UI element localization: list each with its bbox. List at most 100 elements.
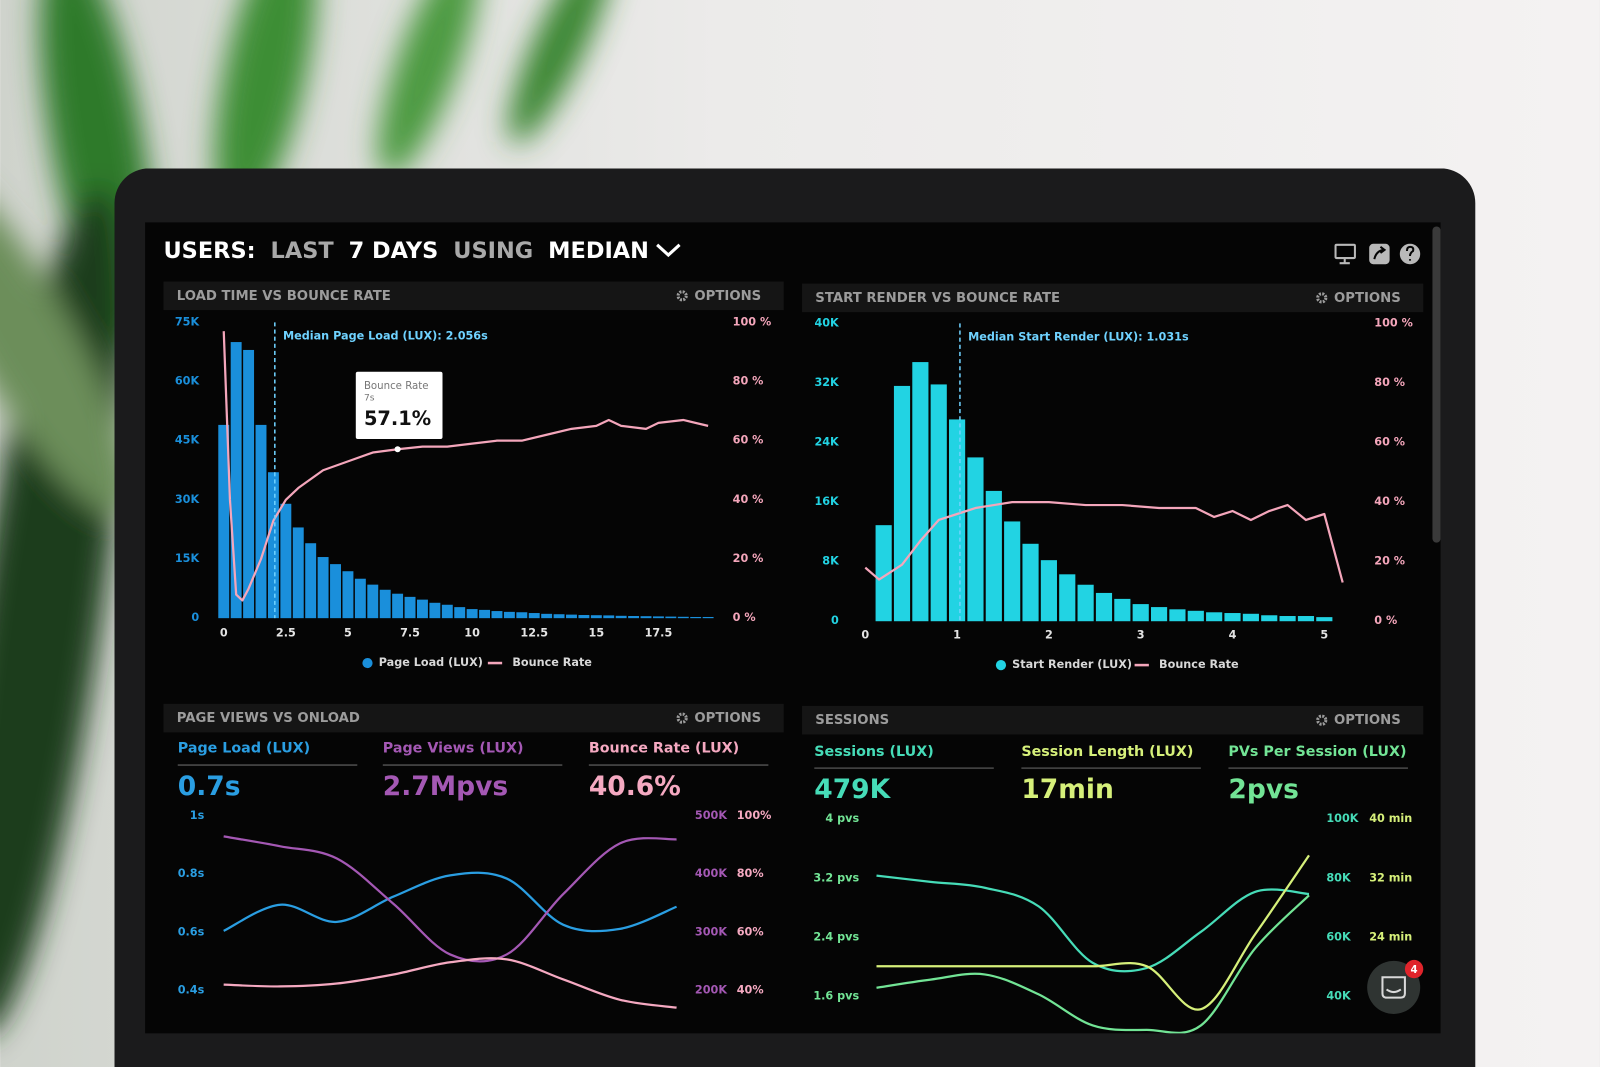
bar	[949, 419, 966, 622]
bar	[541, 613, 553, 619]
tooltip-x: 7s	[364, 393, 375, 404]
bar	[1242, 613, 1259, 622]
y2-tick-label: 60 %	[733, 434, 764, 447]
options-button[interactable]: OPTIONS	[1334, 713, 1401, 728]
y-tick-label: 0.4s	[178, 983, 205, 996]
bar	[230, 342, 242, 619]
bar	[1059, 574, 1076, 622]
help-icon[interactable]	[1399, 243, 1421, 265]
bar	[342, 571, 354, 619]
y2-tick-label: 500K	[695, 809, 728, 822]
y-tick-label: 45K	[175, 434, 201, 447]
stat-value: 2pvs	[1228, 774, 1299, 805]
gear-icon	[1316, 714, 1328, 726]
chat-widget[interactable]: 4	[1367, 959, 1424, 1014]
bar	[404, 596, 416, 619]
bar	[503, 611, 515, 619]
scrollbar[interactable]	[1432, 226, 1441, 543]
bar	[652, 616, 664, 619]
options-button[interactable]: OPTIONS	[1334, 291, 1401, 306]
x-tick-label: 1	[953, 629, 961, 642]
stat-value: 17min	[1021, 774, 1114, 805]
y2-tick-label: 40 %	[733, 493, 764, 506]
legend-swatch	[362, 657, 373, 669]
bar	[1150, 607, 1168, 622]
y2-tick-label: 100 %	[1374, 316, 1413, 329]
stat-label: Session Length (LUX)	[1021, 744, 1193, 760]
stat-value: 2.7Mpvs	[383, 771, 508, 802]
share-icon[interactable]	[1369, 243, 1390, 265]
y2-tick-label: 60 %	[1374, 436, 1405, 449]
title-chevron[interactable]	[656, 243, 681, 258]
y-tick-label: 8K	[822, 555, 840, 568]
y-tick-label: 60K	[175, 375, 201, 388]
bar	[528, 613, 540, 619]
bar	[985, 490, 1002, 622]
tooltip-value: 57.1%	[364, 407, 431, 430]
x-tick-label: 2.5	[276, 626, 296, 639]
y-tick-label: 0	[191, 611, 199, 624]
bar	[553, 614, 565, 619]
options-button[interactable]: OPTIONS	[694, 289, 761, 304]
bar	[1261, 615, 1278, 622]
bar	[429, 602, 441, 619]
title-part: 7 DAYS	[349, 237, 439, 263]
bar	[280, 503, 292, 619]
y2-tick-label: 100 %	[733, 315, 772, 328]
x-tick-label: 17.5	[645, 626, 673, 639]
line	[223, 835, 677, 963]
y2-tick-label: 80 %	[733, 375, 764, 388]
bar	[1022, 543, 1039, 622]
legend-swatch	[995, 659, 1007, 671]
stat-value: 0.7s	[178, 771, 241, 802]
x-tick-label: 5	[344, 626, 352, 639]
x-tick-label: 10	[464, 626, 480, 639]
bar	[566, 614, 577, 619]
stat-label: Bounce Rate (LUX)	[589, 741, 739, 757]
bar	[1095, 592, 1113, 622]
stat-value: 40.6%	[589, 771, 681, 802]
x-tick-label: 3	[1137, 629, 1145, 642]
bar	[590, 615, 602, 619]
y2-tick-label: 400K	[695, 867, 728, 880]
y-tick-label: 15K	[175, 552, 201, 565]
line	[876, 854, 1310, 1011]
chat-badge	[1404, 959, 1424, 979]
bar	[912, 362, 929, 622]
bar	[379, 589, 391, 619]
y-tick-label: 0.8s	[178, 867, 205, 880]
bar	[1114, 598, 1131, 622]
x-tick-label: 2	[1045, 629, 1053, 642]
bar	[317, 557, 329, 619]
y2-tick-label: 100K	[1326, 812, 1359, 825]
bar	[640, 616, 652, 619]
y2-tick-label: 0 %	[1374, 614, 1397, 627]
bar	[1279, 616, 1296, 622]
bar	[665, 616, 677, 619]
bar	[218, 424, 230, 619]
bar	[392, 593, 404, 619]
bar	[466, 609, 478, 619]
bar	[578, 615, 590, 619]
panel-title: PAGE VIEWS VS ONLOAD	[177, 711, 360, 726]
bar	[875, 525, 892, 622]
options-button[interactable]: OPTIONS	[694, 711, 761, 726]
y-tick-label: 0	[831, 614, 839, 627]
dashboard-title[interactable]: USERS: LAST 7 DAYS USING MEDIAN	[163, 237, 648, 263]
bar	[267, 472, 279, 619]
bar	[930, 384, 947, 622]
y3-tick-label: 60%	[737, 925, 764, 938]
y3-tick-label: 24 min	[1369, 930, 1412, 943]
y-tick-label: 2.4 pvs	[813, 930, 859, 943]
legend-label: Bounce Rate	[1159, 658, 1239, 671]
x-tick-label: 5	[1320, 629, 1328, 642]
panel-header	[802, 283, 1424, 313]
y2-tick-label: 0 %	[733, 611, 756, 624]
bar	[1297, 616, 1315, 622]
y-tick-label: 24K	[814, 436, 840, 449]
x-tick-label: 4	[1229, 629, 1237, 642]
monitor-icon[interactable]	[1334, 243, 1356, 265]
bar	[292, 527, 304, 619]
y2-tick-label: 20 %	[733, 552, 764, 565]
y2-tick-label: 300K	[695, 925, 728, 938]
